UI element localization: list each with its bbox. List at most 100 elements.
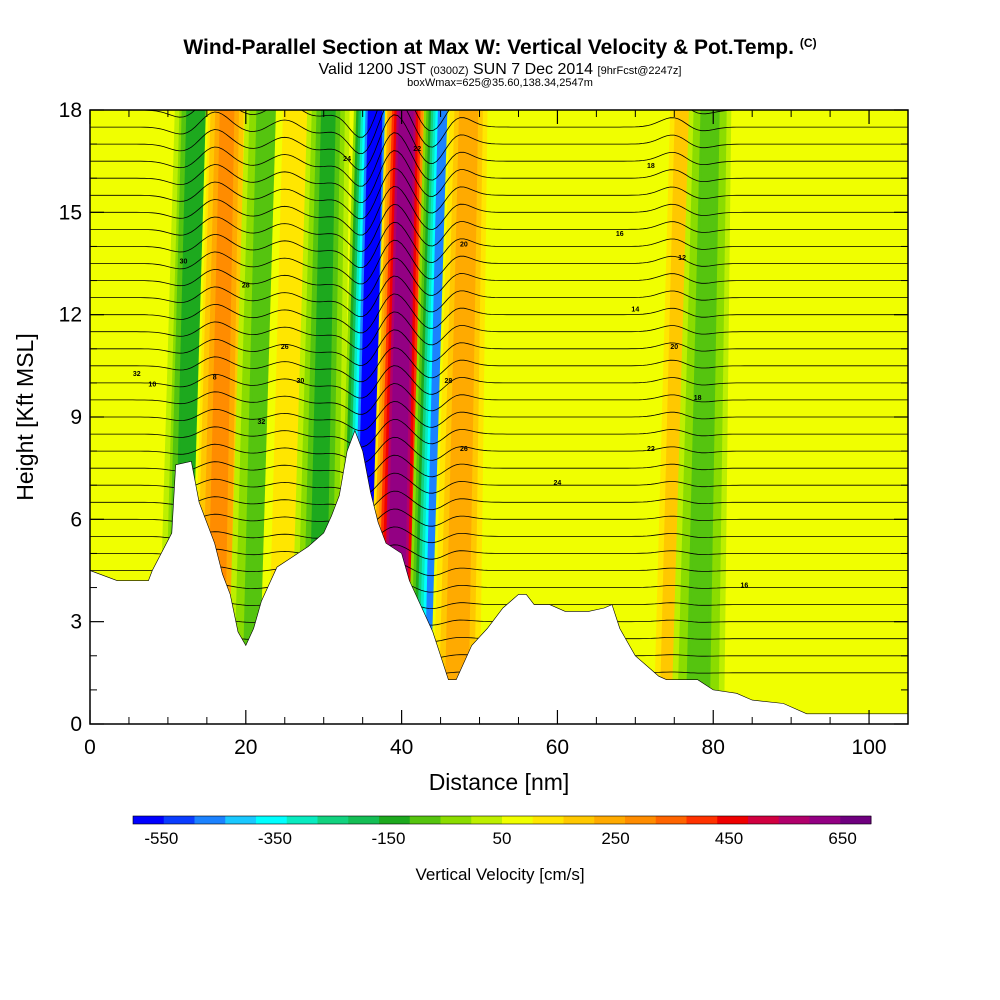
contour-label: 32 bbox=[257, 419, 265, 426]
contour-label: 20 bbox=[670, 344, 678, 351]
x-axis-label: Distance [nm] bbox=[429, 769, 570, 795]
x-tick-label: 0 bbox=[84, 736, 96, 759]
colorbar-swatch bbox=[778, 816, 810, 824]
theta-contour bbox=[90, 401, 908, 431]
contour-label: 18 bbox=[647, 163, 655, 170]
x-tick-label: 60 bbox=[546, 736, 569, 759]
colorbar-tick-label: 650 bbox=[828, 829, 856, 848]
colorbar-swatch bbox=[471, 816, 503, 824]
contour-label: 28 bbox=[242, 282, 250, 289]
colorbar-swatch bbox=[686, 816, 718, 824]
colorbar-swatch bbox=[809, 816, 841, 824]
theta-contour bbox=[90, 239, 908, 285]
y-tick-label: 9 bbox=[70, 406, 82, 429]
copyright-mark: (C) bbox=[799, 36, 817, 50]
x-tick-label: 100 bbox=[852, 736, 887, 759]
contour-label: 20 bbox=[460, 241, 468, 248]
contour-label: 32 bbox=[133, 371, 141, 378]
y-tick-label: 3 bbox=[70, 611, 82, 634]
y-axis-label: Height [Kft MSL] bbox=[12, 333, 38, 500]
colorbar-swatch bbox=[502, 816, 534, 824]
colorbar-swatch bbox=[379, 816, 411, 824]
theta-contour bbox=[90, 168, 908, 220]
y-tick-label: 12 bbox=[59, 304, 82, 327]
colorbar-swatch bbox=[625, 816, 657, 824]
theta-contour bbox=[90, 203, 908, 252]
contour-label: 24 bbox=[554, 480, 562, 487]
colorbar-swatch bbox=[717, 816, 749, 824]
colorbar-frame bbox=[132, 815, 872, 825]
theta-contour bbox=[90, 114, 908, 171]
contour-label: 30 bbox=[180, 259, 188, 266]
x-tick-label: 20 bbox=[234, 736, 257, 759]
y-tick-label: 0 bbox=[70, 713, 82, 736]
theta-contour bbox=[90, 311, 908, 350]
colorbar-swatch bbox=[317, 816, 349, 824]
colorbar-swatch bbox=[163, 816, 195, 824]
colorbar-tick-label: 250 bbox=[601, 829, 629, 848]
theta-contour bbox=[90, 221, 908, 268]
colorbar-tick-label: 50 bbox=[493, 829, 512, 848]
contour-label: 26 bbox=[460, 446, 468, 453]
colorbar-swatch bbox=[256, 816, 288, 824]
theta-contour bbox=[90, 293, 908, 334]
colorbar-swatch bbox=[563, 816, 595, 824]
contour-label: 30 bbox=[296, 378, 304, 385]
theta-contour bbox=[90, 436, 908, 464]
colorbar-swatch bbox=[348, 816, 380, 824]
colorbar-swatch bbox=[409, 816, 441, 824]
chart-title: Wind-Parallel Section at Max W: Vertical… bbox=[183, 36, 817, 59]
contour-label: 22 bbox=[413, 146, 421, 153]
theta-contour bbox=[90, 257, 908, 301]
contour-label: 8 bbox=[213, 374, 217, 381]
x-tick-label: 40 bbox=[390, 736, 413, 759]
y-tick-label: 15 bbox=[59, 201, 82, 224]
contour-label: 10 bbox=[148, 381, 156, 388]
theta-contour bbox=[90, 347, 908, 383]
theta-contour bbox=[90, 383, 908, 415]
colorbar-swatch bbox=[194, 816, 226, 824]
theta-contour bbox=[90, 454, 908, 480]
colorbar-swatch bbox=[133, 816, 165, 824]
box-max-info: boxWmax=625@35.60,138.34,2547m bbox=[407, 77, 593, 89]
contour-label: 16 bbox=[616, 231, 624, 238]
colorbar-swatch bbox=[225, 816, 257, 824]
terrain bbox=[90, 429, 908, 724]
contour-label: 18 bbox=[694, 395, 702, 402]
y-tick-label: 6 bbox=[70, 508, 82, 531]
theta-contour bbox=[90, 418, 908, 448]
contour-label: 14 bbox=[631, 306, 639, 313]
streak-band bbox=[447, 110, 476, 724]
terrain-mask bbox=[90, 429, 908, 724]
colorbar-tick-label: -350 bbox=[258, 829, 292, 848]
theta-contour bbox=[90, 562, 908, 578]
contour-label: 16 bbox=[741, 583, 749, 590]
theta-contour bbox=[90, 150, 908, 203]
theta-contour bbox=[90, 490, 908, 513]
theta-contour bbox=[90, 329, 908, 366]
theta-contour bbox=[90, 544, 908, 562]
colorbar-tick-label: -150 bbox=[371, 829, 405, 848]
colorbar-swatch bbox=[655, 816, 687, 824]
colorbar-swatch bbox=[440, 816, 472, 824]
streak-band bbox=[688, 110, 718, 724]
theta-contour bbox=[90, 275, 908, 317]
theta-contour bbox=[90, 110, 908, 154]
colorbar-tick-label: -550 bbox=[144, 829, 178, 848]
contour-label: 24 bbox=[343, 156, 351, 163]
colorbar-title: Vertical Velocity [cm/s] bbox=[415, 865, 584, 884]
theta-contour bbox=[90, 185, 908, 236]
colorbar-swatch bbox=[532, 816, 564, 824]
theta-contour bbox=[90, 526, 908, 546]
theta-contour bbox=[90, 365, 908, 399]
x-tick-label: 80 bbox=[702, 736, 725, 759]
colorbar-swatch bbox=[748, 816, 780, 824]
colorbar-tick-label: 450 bbox=[715, 829, 743, 848]
contour-label: 28 bbox=[444, 378, 452, 385]
chart-subtitle: Valid 1200 JST (0300Z) SUN 7 Dec 2014 [9… bbox=[318, 61, 682, 78]
y-tick-label: 18 bbox=[59, 99, 82, 122]
contour-label: 26 bbox=[281, 344, 289, 351]
axis-ticks: 0 20 40 60 80 100 0 3 6 9 12 15 18 bbox=[59, 99, 909, 759]
colorbar-swatch bbox=[594, 816, 626, 824]
